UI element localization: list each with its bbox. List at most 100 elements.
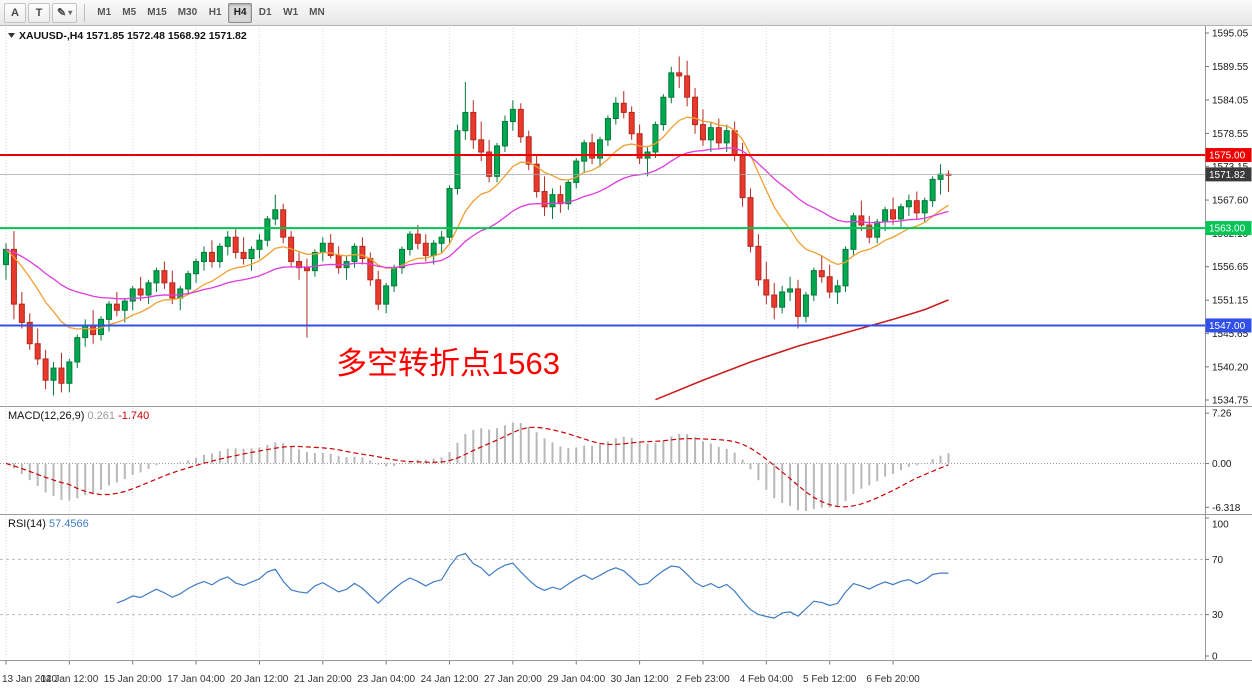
candle-body [826, 276, 833, 293]
bid-price-badge [1205, 167, 1252, 182]
time-label: 20 Jan 12:00 [231, 674, 289, 685]
candle-body [430, 242, 437, 256]
hline-badge-1547.00-label: 1547.00 [1209, 321, 1246, 332]
bid-price-badge-label: 1571.82 [1209, 170, 1246, 181]
timeframe-button-m15[interactable]: M15 [142, 3, 171, 23]
macd-tick-label: 7.26 [1212, 409, 1232, 420]
timeframe-button-h4[interactable]: H4 [228, 2, 253, 23]
price-tick-label: 1578.55 [1212, 129, 1249, 140]
time-label: 15 Jan 20:00 [104, 674, 162, 685]
price-tick-label: 1589.55 [1212, 62, 1249, 73]
candle-body [581, 142, 588, 162]
rsi-tick-label: 30 [1212, 610, 1224, 621]
candle-body [668, 72, 675, 98]
draw-tools-button[interactable]: ✎ ▾ [52, 2, 78, 23]
candle-body [121, 300, 128, 311]
candle-body [193, 261, 200, 275]
timeframe-button-m30[interactable]: M30 [173, 3, 202, 23]
candle-body [462, 111, 469, 132]
candle-body [478, 139, 485, 153]
candle-body [787, 288, 794, 293]
main-price-panel: 多空转折点1563 XAUUSD-,H4 1571.85 1572.48 1568… [0, 30, 1205, 401]
rsi-line [116, 552, 949, 619]
chart-area[interactable]: 多空转折点1563 XAUUSD-,H4 1571.85 1572.48 1568… [0, 26, 1252, 697]
candle-body [311, 251, 318, 272]
arrow-tool-button[interactable]: A [4, 2, 26, 23]
candle-body [50, 367, 57, 381]
candle-body [145, 282, 152, 296]
time-label: 21 Jan 20:00 [294, 674, 352, 685]
candle-body [208, 251, 215, 263]
candle-body [335, 254, 342, 269]
candle-body [66, 361, 73, 384]
candle-body [406, 233, 413, 250]
candle-body [359, 245, 366, 259]
time-label: 17 Jan 04:00 [167, 674, 225, 685]
candle-body [739, 154, 746, 199]
timeframe-button-d1[interactable]: D1 [253, 3, 277, 23]
hline-badge-1563.00 [1205, 221, 1252, 236]
timeframe-button-w1[interactable]: W1 [278, 3, 303, 23]
price-tick-label: 1584.05 [1212, 95, 1249, 106]
candle-body [517, 108, 524, 138]
candle-body [422, 242, 429, 256]
candle-body [367, 257, 374, 281]
timeframe-button-m5[interactable]: M5 [117, 3, 141, 23]
candle-body [240, 251, 247, 259]
candle-body [589, 142, 596, 159]
candle-body [929, 178, 936, 202]
rsi-tick-label: 0 [1212, 652, 1218, 663]
candle-body [897, 206, 904, 220]
text-tool-button[interactable]: T [28, 2, 50, 23]
toolbar-separator [84, 3, 86, 22]
trading-chart-svg[interactable]: 多空转折点1563 XAUUSD-,H4 1571.85 1572.48 1568… [0, 26, 1252, 697]
candle-body [264, 218, 271, 241]
candle-body [26, 321, 33, 345]
candle-body [937, 173, 944, 180]
candle-body [795, 288, 801, 317]
hline-badge-1575.00-label: 1575.00 [1209, 151, 1246, 162]
time-label: 30 Jan 12:00 [611, 674, 669, 685]
candle-body [501, 121, 508, 147]
candle-body [201, 251, 207, 263]
candle-body [597, 139, 603, 159]
timeframe-button-h1[interactable]: H1 [203, 3, 227, 23]
candle-body [153, 270, 160, 284]
candle-body [438, 236, 445, 244]
price-tick-label: 1567.60 [1212, 196, 1249, 207]
candle-body [850, 215, 857, 250]
hline-badge-1575.00 [1205, 148, 1252, 163]
candle-body [58, 367, 65, 384]
macd-tick-label: 0.00 [1212, 459, 1232, 470]
price-axis: 1595.05 1589.55 1584.05 1578.55 1573.15 1567.… [0, 26, 1252, 663]
candle-body [18, 303, 25, 323]
symbol-ohlc-header: XAUUSD-,H4 1571.85 1572.48 1568.92 1571.… [19, 30, 247, 42]
candle-body [747, 197, 754, 247]
candle-body [399, 248, 405, 269]
price-tick-label: 1573.15 [1212, 162, 1249, 173]
time-label: 23 Jan 04:00 [357, 674, 415, 685]
candle-body [858, 215, 865, 226]
candle-body [303, 267, 310, 272]
time-label: 27 Jan 20:00 [484, 674, 542, 685]
timeframe-button-mn[interactable]: MN [304, 3, 330, 23]
symbol-collapse-icon [8, 33, 15, 38]
candle-body [612, 102, 619, 120]
candle-body [890, 209, 897, 220]
candle-body [707, 127, 714, 141]
candle-body [557, 194, 564, 205]
candle-body [74, 337, 81, 363]
candle-body [525, 136, 532, 165]
time-label: 6 Feb 20:00 [866, 674, 920, 685]
candle-body [280, 209, 287, 238]
rsi-tick-label: 70 [1212, 555, 1224, 566]
macd-tick-label: -6.318 [1212, 503, 1241, 514]
chevron-down-icon: ▾ [68, 8, 73, 17]
candle-body [319, 242, 326, 253]
timeframe-button-m1[interactable]: M1 [92, 3, 116, 23]
candle-body [676, 72, 683, 77]
candle-body [771, 294, 778, 308]
candle-body [810, 270, 817, 296]
candle-body [248, 248, 255, 259]
